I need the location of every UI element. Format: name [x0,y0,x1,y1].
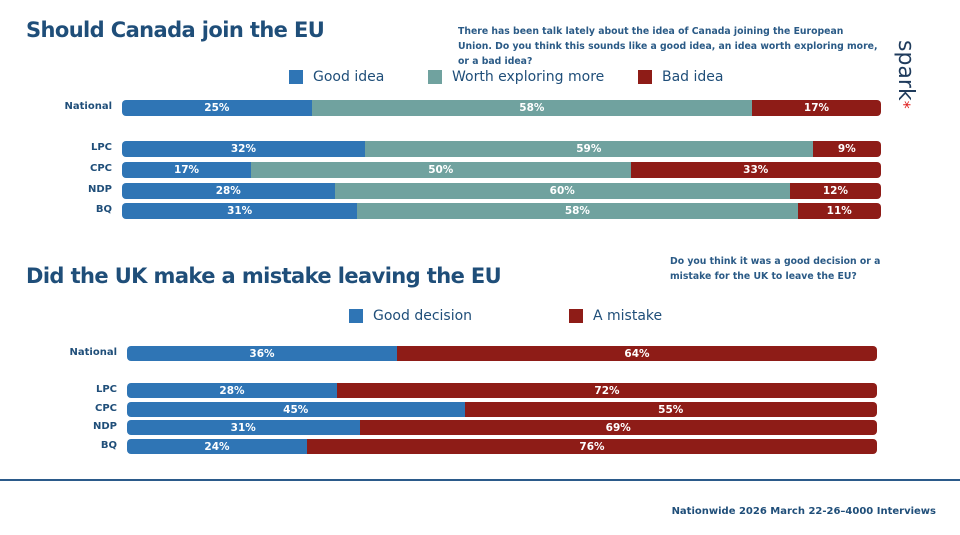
bar-segment-bad-idea: 33% [630,162,881,178]
legend-swatch [638,70,652,84]
stacked-bar-cpc: 17% 50% 33% [122,162,881,178]
chart1-title: Should Canada join the EU [26,18,325,42]
legend-swatch [349,309,363,323]
bar-segment-a-mistake: 55% [464,402,877,417]
bar-segment-good-decision: 31% [127,420,360,435]
category-label: NDP [93,421,117,432]
bar-segment-good-idea: 17% [122,162,252,178]
bar-segment-good-idea: 25% [122,100,312,116]
stacked-bar-cpc: 45% 55% [127,402,877,417]
category-label: NDP [88,184,112,195]
legend-label: Worth exploring more [452,69,605,85]
legend-swatch [569,309,583,323]
chart2-question: Do you think it was a good decision or a… [670,256,881,282]
legend-swatch [428,70,442,84]
bar-segment-good-decision: 36% [127,346,397,361]
category-label: National [64,101,113,112]
category-label: CPC [94,403,117,414]
spark-logo: spark* [893,40,918,109]
stacked-bar-lpc: 32% 59% 9% [122,141,881,157]
bar-segment-worth-exploring-more: 59% [364,141,813,157]
category-label: LPC [95,384,117,395]
chart2-title: Did the UK make a mistake leaving the EU [26,264,502,288]
chart1-question: There has been talk lately about the ide… [458,26,878,67]
footer-source: Nationwide 2026 March 22-26–4000 Intervi… [671,506,936,517]
stacked-bar-national: 36% 64% [127,346,877,361]
bar-segment-good-idea: 31% [122,203,358,219]
bar-segment-bad-idea: 12% [789,183,881,199]
category-label: National [69,347,118,358]
footer-divider [0,479,960,481]
legend-label: A mistake [593,308,663,324]
stacked-bar-bq: 24% 76% [127,439,877,454]
bar-segment-a-mistake: 76% [307,439,877,454]
category-label: LPC [90,142,112,153]
bar-segment-worth-exploring-more: 58% [357,203,798,219]
bar-segment-good-idea: 32% [122,141,365,157]
stacked-bar-lpc: 28% 72% [127,383,877,398]
stacked-bar-ndp: 28% 60% 12% [122,183,881,199]
bar-segment-good-decision: 28% [127,383,337,398]
bar-segment-good-decision: 45% [127,402,465,417]
category-label: BQ [100,440,117,451]
category-label: CPC [89,163,112,174]
bar-segment-bad-idea: 9% [812,141,881,157]
bar-segment-bad-idea: 11% [797,203,881,219]
bar-segment-bad-idea: 17% [751,100,881,116]
legend-swatch [289,70,303,84]
legend-label: Good idea [313,69,385,85]
stacked-bar-ndp: 31% 69% [127,420,877,435]
bar-segment-a-mistake: 69% [359,420,877,435]
bar-segment-good-decision: 24% [127,439,307,454]
bar-segment-worth-exploring-more: 60% [334,183,790,199]
bar-segment-worth-exploring-more: 58% [311,100,752,116]
stacked-bar-national: 25% 58% 17% [122,100,881,116]
bar-segment-a-mistake: 64% [397,346,877,361]
bar-segment-worth-exploring-more: 50% [251,162,631,178]
bar-segment-good-idea: 28% [122,183,335,199]
legend-label: Good decision [373,308,473,324]
stacked-bar-bq: 31% 58% 11% [122,203,881,219]
category-label: BQ [95,204,112,215]
legend-label: Bad idea [662,69,724,85]
bar-segment-a-mistake: 72% [337,383,877,398]
